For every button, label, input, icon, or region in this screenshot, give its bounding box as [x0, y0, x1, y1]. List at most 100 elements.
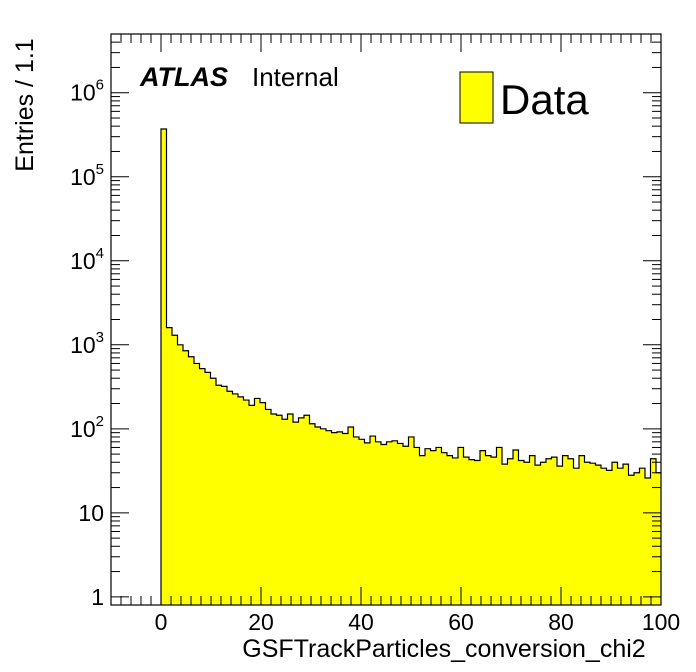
- histogram-bar: [320, 428, 326, 605]
- histogram-bar: [408, 436, 414, 605]
- histogram-bar: [194, 363, 200, 605]
- histogram-outline: [160, 128, 661, 605]
- histogram-bar: [386, 441, 392, 605]
- histogram-bar: [496, 447, 502, 605]
- histogram-bar: [557, 466, 563, 605]
- histogram-bar: [337, 431, 343, 605]
- legend-label-data: Data: [500, 76, 589, 123]
- histogram-bar: [425, 448, 431, 605]
- histogram-bar: [458, 447, 464, 605]
- histogram-bar: [617, 468, 623, 605]
- histogram-bar: [645, 477, 651, 605]
- histogram-bar: [276, 415, 282, 605]
- histogram-bar: [326, 430, 332, 605]
- x-tick-label: 80: [548, 609, 574, 635]
- histogram-bar: [199, 368, 205, 605]
- histogram-bar: [260, 402, 266, 605]
- histogram-bar: [546, 458, 552, 605]
- histogram-bar: [573, 468, 579, 605]
- histogram-bar: [172, 335, 178, 605]
- histogram-bar: [287, 414, 293, 605]
- histogram-bar: [474, 460, 480, 605]
- histogram-bar: [628, 475, 634, 605]
- histogram-bar: [210, 378, 216, 605]
- histogram-bar: [634, 472, 640, 605]
- x-axis-label: GSFTrackParticles_conversion_chi2: [242, 635, 645, 663]
- histogram-bar: [249, 405, 255, 605]
- histogram-bar: [419, 455, 425, 605]
- histogram-bar: [612, 462, 618, 605]
- x-axis-ticks: 0 20 40 60 80 100: [110, 34, 680, 635]
- y-tick-label: 104: [70, 245, 104, 274]
- histogram-bar: [469, 459, 475, 605]
- histogram-bar: [491, 457, 497, 605]
- histogram-bar: [331, 432, 337, 605]
- histogram-bar: [403, 446, 409, 605]
- histogram-bar: [601, 468, 607, 605]
- histogram-bar: [639, 468, 645, 605]
- histogram-bar: [293, 422, 299, 605]
- y-axis-ticks: 1 10 102 103 104 105 106: [70, 33, 661, 610]
- histogram-bar: [238, 396, 244, 605]
- histogram-bar: [271, 414, 277, 605]
- histogram-bar: [507, 458, 513, 605]
- legend-swatch-data: [459, 71, 494, 124]
- atlas-internal-label: Internal: [252, 62, 339, 92]
- y-axis-label: Entries / 1.1: [11, 38, 39, 171]
- histogram-bar: [606, 470, 612, 605]
- histogram-bar: [562, 455, 568, 605]
- histogram-bar: [568, 458, 574, 605]
- histogram-bar: [364, 442, 370, 605]
- histogram-bars: [160, 128, 661, 605]
- histogram-bar: [518, 460, 524, 605]
- histogram-bar: [441, 452, 447, 605]
- histogram-bar: [370, 436, 376, 605]
- histogram-bar: [485, 455, 491, 605]
- histogram-bar: [524, 462, 530, 605]
- histogram-bar: [265, 409, 271, 605]
- histogram-bar: [463, 457, 469, 605]
- histogram-bar: [188, 356, 194, 605]
- histogram-bar: [298, 417, 304, 605]
- histogram-bar: [584, 462, 590, 605]
- x-tick-label: 100: [642, 609, 680, 635]
- histogram-bar: [161, 129, 167, 605]
- histogram-bar: [221, 386, 227, 605]
- histogram-bar: [397, 443, 403, 605]
- atlas-label: ATLAS: [139, 62, 228, 92]
- histogram-bar: [315, 427, 321, 605]
- y-tick-label: 10: [78, 500, 104, 526]
- y-tick-label: 102: [70, 413, 104, 442]
- histogram-bar: [304, 415, 310, 605]
- histogram-bar: [551, 457, 557, 605]
- histogram-bar: [375, 441, 381, 605]
- histogram-bar: [205, 372, 211, 605]
- histogram-bar: [414, 447, 420, 605]
- x-tick-label: 0: [155, 609, 168, 635]
- y-tick-label: 103: [70, 329, 104, 358]
- histogram-bar: [590, 463, 596, 605]
- x-tick-label: 40: [348, 609, 374, 635]
- histogram-bar: [513, 449, 519, 605]
- histogram-bar: [430, 450, 436, 605]
- histogram-bar: [447, 455, 453, 605]
- histogram-bar: [381, 444, 387, 605]
- histogram-bar: [502, 464, 508, 605]
- y-tick-label: 105: [70, 161, 104, 190]
- histogram-bar: [529, 455, 535, 605]
- y-tick-label: 1: [91, 584, 104, 610]
- histogram-bar: [392, 440, 398, 605]
- x-tick-label: 20: [248, 609, 274, 635]
- histogram-bar: [348, 427, 354, 605]
- histogram-bar: [540, 462, 546, 605]
- histogram-bar: [216, 385, 222, 605]
- histogram-bar: [232, 393, 238, 605]
- histogram-bar: [342, 433, 348, 605]
- histogram-bar: [436, 447, 442, 605]
- histogram-bar: [309, 423, 315, 605]
- histogram-bar: [579, 455, 585, 605]
- histogram-bar: [452, 457, 458, 605]
- x-tick-label: 60: [448, 609, 474, 635]
- histogram-bar: [480, 450, 486, 605]
- histogram-bar: [227, 391, 233, 605]
